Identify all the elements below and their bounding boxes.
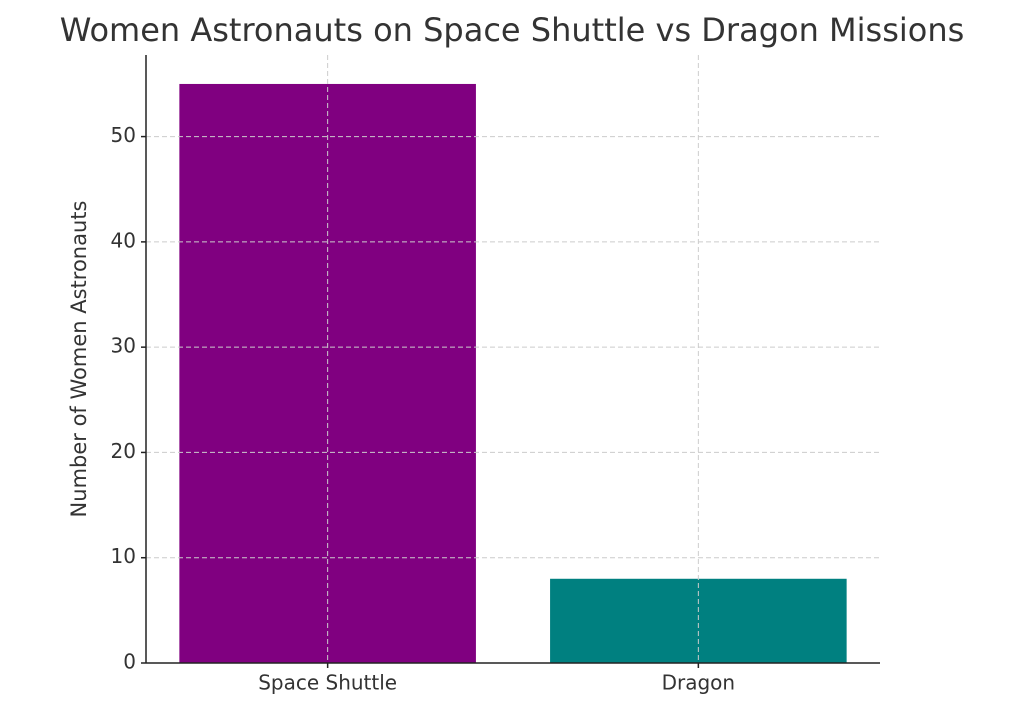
x-tick-label: Dragon xyxy=(662,671,736,695)
bar xyxy=(179,83,476,663)
y-tick-label: 50 xyxy=(111,123,136,147)
y-tick-label: 0 xyxy=(123,650,136,674)
y-tick-label: 30 xyxy=(111,334,136,358)
y-tick-label: 40 xyxy=(111,228,136,252)
y-axis-label: Number of Women Astronauts xyxy=(67,201,91,518)
x-tick-label: Space Shuttle xyxy=(258,671,397,695)
y-tick-label: 10 xyxy=(111,544,136,568)
y-tick-label: 20 xyxy=(111,439,136,463)
chart-title: Women Astronauts on Space Shuttle vs Dra… xyxy=(60,11,965,49)
